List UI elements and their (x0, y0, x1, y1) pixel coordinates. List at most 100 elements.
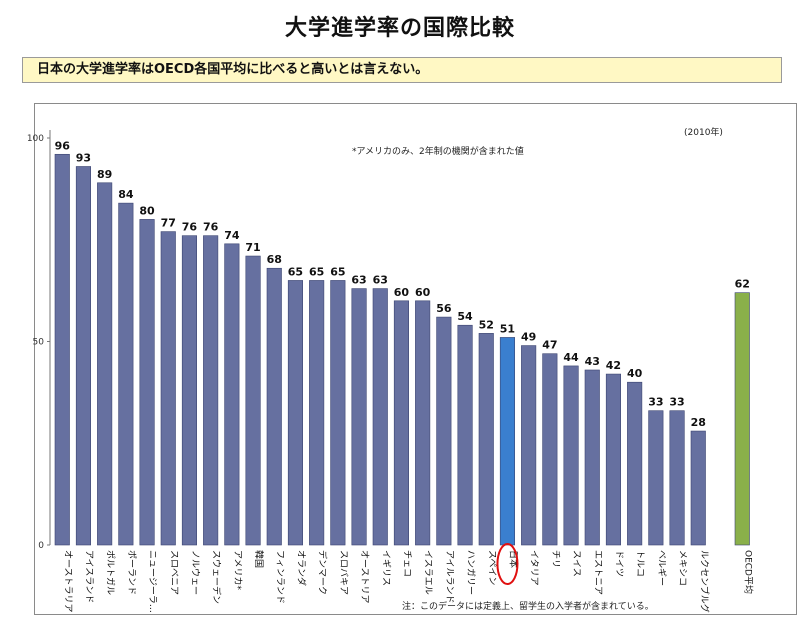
category-label: オランダ (295, 550, 307, 586)
bar-value-label: 76 (182, 221, 198, 234)
bar-value-label: 65 (309, 265, 324, 278)
bar (584, 369, 600, 546)
bar-value-label: 43 (585, 355, 600, 368)
year-note: (2010年) (684, 126, 723, 138)
category-label: ドイツ (613, 550, 623, 577)
bar-value-label: 51 (500, 322, 515, 335)
bar-value-label: 54 (457, 310, 473, 323)
bar (436, 316, 452, 546)
bar (734, 292, 750, 546)
category-label: スイス (571, 550, 581, 577)
bar (690, 430, 706, 546)
japan-highlight-ring (496, 543, 519, 585)
bar (309, 280, 325, 546)
bar (415, 300, 431, 546)
bar (542, 353, 558, 546)
category-label: イタリア (529, 550, 540, 586)
category-label: フィンランド (274, 550, 285, 604)
bar-value-label: 62 (735, 278, 750, 291)
bar-value-label: 60 (394, 286, 410, 299)
bar-value-label: 60 (415, 286, 431, 299)
bar (330, 280, 346, 546)
bar (97, 182, 113, 546)
bar (287, 280, 304, 546)
bar (245, 255, 261, 546)
category-label: ルクセンブルグ (698, 550, 710, 613)
bar-value-label: 74 (224, 229, 240, 242)
bar (648, 410, 664, 546)
bar-value-label: 96 (55, 139, 71, 152)
category-label: スウェーデン (211, 550, 223, 604)
bar-value-label: 47 (542, 339, 557, 352)
bar (203, 235, 219, 546)
bar (457, 324, 473, 546)
bar (393, 300, 410, 546)
bar-value-label: 63 (351, 274, 366, 287)
bar-value-label: 63 (373, 274, 388, 287)
category-label: アイスランド (83, 550, 94, 603)
bar (118, 202, 134, 546)
category-label: オーストリア (359, 550, 370, 604)
y-tick-label: 50 (33, 338, 45, 348)
bar-value-label: 28 (691, 416, 706, 429)
bar (478, 333, 494, 546)
category-label: ノルウェー (189, 550, 200, 595)
bar-value-label: 52 (479, 318, 494, 331)
bar (181, 235, 197, 546)
bar (372, 288, 388, 546)
bar-value-label: 84 (118, 188, 134, 201)
bar-value-label: 42 (606, 359, 621, 372)
category-label: デンマーク (317, 550, 329, 595)
bar-value-label: 44 (563, 351, 579, 364)
bar (160, 231, 176, 546)
category-label: チリ (550, 550, 561, 568)
footnote: 注：このデータには定義上、留学生の入学者が含まれている。 (402, 600, 654, 612)
category-label: OECD平均 (742, 550, 754, 594)
category-label: ニュージーラ… (147, 550, 158, 613)
summary-box: 日本の大学進学率はOECD各国平均に比べると高いとは言えない。 (22, 57, 782, 83)
bar-value-label: 76 (203, 221, 219, 234)
bar-value-label: 80 (139, 204, 155, 217)
bar-value-label: 71 (245, 241, 260, 254)
bar (499, 337, 516, 546)
bar (627, 381, 643, 546)
bar-value-label: 93 (76, 151, 91, 164)
y-tick-label: 100 (27, 134, 44, 144)
bar (75, 166, 91, 546)
category-label: トルコ (635, 550, 645, 577)
us-note: *アメリカのみ、2年制の機関が含まれた値 (352, 145, 524, 157)
bar-value-label: 68 (267, 253, 282, 266)
category-label: アイルランド (444, 550, 455, 604)
category-label: ベルギー (656, 550, 667, 586)
category-label: ハンガリー (465, 550, 476, 595)
bar (266, 267, 282, 546)
bar-value-label: 77 (161, 217, 176, 230)
bar (54, 153, 70, 546)
category-label: ポルトガル (105, 550, 116, 595)
category-label: オーストラリア (62, 550, 73, 613)
bar-value-label: 89 (97, 168, 112, 181)
chart-frame (34, 103, 797, 615)
page-title: 大学進学率の国際比較 (284, 16, 515, 41)
bar (139, 219, 155, 546)
category-label: エストニア (592, 550, 602, 595)
bar-value-label: 33 (669, 396, 684, 409)
bar (563, 365, 579, 546)
bar-value-label: 49 (521, 331, 536, 344)
category-label: 韓国 (253, 550, 264, 568)
category-label: スロベニア (168, 550, 178, 595)
bar-value-label: 33 (648, 396, 663, 409)
category-label: メキシコ (677, 550, 687, 586)
category-label: イスラエル (423, 550, 434, 595)
bar-value-label: 65 (330, 265, 345, 278)
category-label: スペイン (486, 550, 496, 585)
bar (351, 288, 367, 546)
bar (669, 410, 685, 546)
bar-value-label: 56 (436, 302, 452, 315)
category-label: ポーランド (126, 550, 137, 595)
category-label: アメリカ* (232, 550, 243, 591)
bar-value-label: 40 (627, 367, 643, 380)
y-tick-label: 0 (38, 541, 44, 551)
category-label: スロバキア (338, 550, 349, 595)
